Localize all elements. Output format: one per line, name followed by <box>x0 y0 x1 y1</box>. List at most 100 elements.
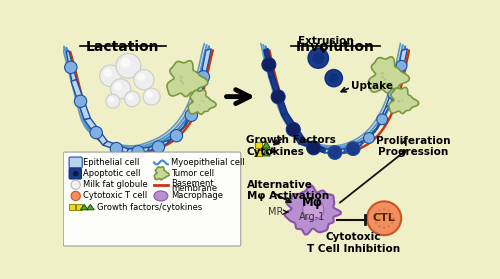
Polygon shape <box>182 99 200 129</box>
Text: Mφ: Mφ <box>302 196 322 209</box>
Polygon shape <box>80 205 88 210</box>
Polygon shape <box>282 113 305 144</box>
Circle shape <box>303 199 324 220</box>
Text: Epithelial cell: Epithelial cell <box>84 158 140 167</box>
Circle shape <box>200 100 202 102</box>
Circle shape <box>367 201 401 235</box>
Circle shape <box>398 100 400 102</box>
Polygon shape <box>284 186 341 234</box>
Circle shape <box>134 70 154 90</box>
Circle shape <box>180 80 182 82</box>
Polygon shape <box>262 149 270 156</box>
Circle shape <box>308 48 328 68</box>
Circle shape <box>146 91 153 98</box>
Circle shape <box>132 146 144 158</box>
Circle shape <box>286 122 300 136</box>
Text: Growth factors/cytokines: Growth factors/cytokines <box>98 203 202 212</box>
Polygon shape <box>386 78 401 107</box>
Circle shape <box>127 94 134 100</box>
Polygon shape <box>71 80 90 120</box>
Circle shape <box>64 61 77 74</box>
Circle shape <box>71 191 81 201</box>
Text: Tumor cell: Tumor cell <box>171 169 214 178</box>
Text: membrane: membrane <box>171 184 217 193</box>
Circle shape <box>143 88 160 105</box>
Circle shape <box>162 175 163 176</box>
Text: CTL: CTL <box>372 213 396 223</box>
Polygon shape <box>262 141 270 148</box>
Circle shape <box>203 101 205 103</box>
Circle shape <box>138 73 145 81</box>
Circle shape <box>110 79 130 99</box>
Text: Milk fat globule: Milk fat globule <box>84 180 148 189</box>
Bar <box>70 205 75 210</box>
Circle shape <box>108 97 114 102</box>
Circle shape <box>182 82 184 85</box>
Circle shape <box>180 76 182 78</box>
Circle shape <box>110 143 122 155</box>
FancyBboxPatch shape <box>69 157 82 168</box>
Polygon shape <box>148 140 170 151</box>
Circle shape <box>392 217 394 220</box>
Circle shape <box>106 94 120 108</box>
Polygon shape <box>86 205 94 210</box>
Circle shape <box>375 212 377 215</box>
Text: Arg-1: Arg-1 <box>299 212 325 222</box>
Circle shape <box>124 91 140 107</box>
Polygon shape <box>167 124 186 144</box>
Circle shape <box>384 78 386 81</box>
Circle shape <box>388 209 390 211</box>
Polygon shape <box>264 49 274 77</box>
Text: Cytotoxic T cell: Cytotoxic T cell <box>84 191 148 200</box>
Text: Involution: Involution <box>296 40 374 54</box>
Polygon shape <box>188 90 216 114</box>
Circle shape <box>90 126 102 139</box>
Polygon shape <box>389 87 418 114</box>
Bar <box>76 205 82 210</box>
Text: Uptake: Uptake <box>351 81 393 91</box>
Text: Lactation: Lactation <box>86 40 160 54</box>
Text: Proliferation
Progression: Proliferation Progression <box>376 136 450 157</box>
FancyBboxPatch shape <box>69 168 82 179</box>
Circle shape <box>197 71 209 83</box>
Text: Cytotoxic
T Cell Inhibition: Cytotoxic T Cell Inhibition <box>306 232 400 254</box>
Polygon shape <box>344 141 362 153</box>
Circle shape <box>170 129 182 142</box>
Text: Extrusion: Extrusion <box>298 36 354 46</box>
Polygon shape <box>167 61 208 97</box>
Circle shape <box>383 227 386 229</box>
Circle shape <box>374 217 376 220</box>
Circle shape <box>346 142 360 155</box>
Polygon shape <box>84 118 108 145</box>
Circle shape <box>377 114 388 125</box>
Ellipse shape <box>154 191 168 201</box>
Polygon shape <box>66 50 76 81</box>
Circle shape <box>375 222 377 224</box>
Text: Basement: Basement <box>171 179 214 188</box>
Polygon shape <box>361 128 378 145</box>
Circle shape <box>398 100 400 102</box>
Circle shape <box>391 212 394 215</box>
Bar <box>256 150 262 156</box>
Circle shape <box>378 225 380 228</box>
Text: Myoepithelial cell: Myoepithelial cell <box>171 158 245 167</box>
Circle shape <box>364 133 374 143</box>
FancyBboxPatch shape <box>64 152 241 246</box>
Circle shape <box>114 82 122 90</box>
Polygon shape <box>154 167 170 180</box>
Circle shape <box>382 72 384 74</box>
Circle shape <box>402 100 404 102</box>
Circle shape <box>152 141 164 153</box>
Circle shape <box>120 58 130 68</box>
Circle shape <box>329 73 338 83</box>
Polygon shape <box>324 149 345 153</box>
Circle shape <box>312 53 324 64</box>
Bar <box>256 142 262 148</box>
Circle shape <box>396 61 407 71</box>
Circle shape <box>271 90 285 104</box>
Text: Macrophage: Macrophage <box>171 191 223 200</box>
Polygon shape <box>103 141 128 153</box>
Circle shape <box>198 104 200 106</box>
Polygon shape <box>299 140 326 153</box>
Text: MR: MR <box>268 207 283 217</box>
